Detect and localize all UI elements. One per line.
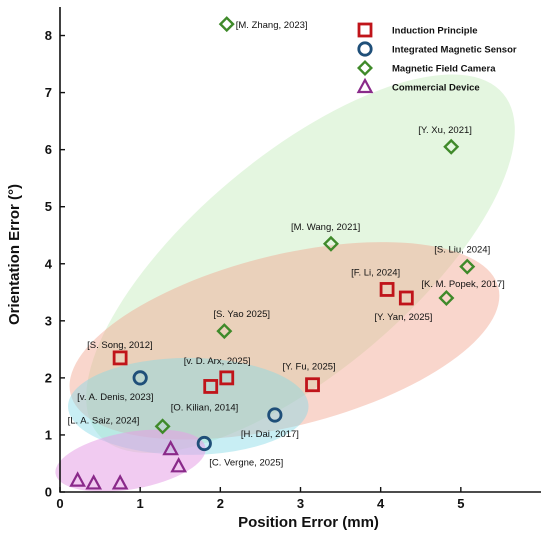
point-square-0-1 bbox=[203, 379, 219, 394]
point-label: [H. Dai, 2017] bbox=[241, 429, 299, 440]
point-diamond-2-1 bbox=[443, 138, 460, 155]
camera-region bbox=[86, 74, 515, 454]
y-tick-label: 4 bbox=[45, 256, 53, 271]
x-tick-label: 1 bbox=[137, 496, 144, 511]
point-square-0-4 bbox=[379, 282, 395, 297]
point-label: [Y. Xu, 2021] bbox=[418, 125, 472, 136]
legend-marker-triangle bbox=[356, 77, 374, 94]
x-axis-title: Position Error (mm) bbox=[238, 514, 379, 531]
point-diamond-2-6 bbox=[154, 418, 171, 435]
point-circle-1-2 bbox=[267, 407, 283, 423]
point-circle-1-0 bbox=[132, 370, 148, 386]
axes-layer: 0 1 2 3 4 5 0 1 2 3 4 5 6 7 8 bbox=[45, 7, 541, 511]
point-label: [L. A. Saiz, 2024] bbox=[68, 415, 140, 426]
point-label: [M. Zhang, 2023] bbox=[236, 20, 308, 31]
point-triangle-3-2 bbox=[111, 474, 129, 490]
point-label: [v. D. Arx, 2025] bbox=[184, 356, 251, 367]
legend-label: Integrated Magnetic Sensor bbox=[392, 45, 517, 56]
point-label: [M. Wang, 2021] bbox=[291, 222, 360, 233]
point-label: [Y. Yan, 2025] bbox=[374, 312, 432, 323]
point-label: [O. Kilian, 2014] bbox=[171, 402, 239, 413]
x-tick-label: 3 bbox=[297, 496, 304, 511]
point-circle-1-1 bbox=[196, 435, 212, 452]
point-label: [S. Liu, 2024] bbox=[434, 245, 490, 256]
point-square-0-2 bbox=[219, 370, 235, 386]
legend-label: Magnetic Field Camera bbox=[392, 64, 496, 75]
point-label: [Y. Fu, 2025] bbox=[283, 362, 336, 373]
point-diamond-2-4 bbox=[438, 290, 455, 306]
integrated-region bbox=[68, 357, 309, 455]
labels-layer: [S. Song, 2012] [O. Kilian, 2014] [v. D. A… bbox=[68, 20, 505, 468]
y-axis-title: Orientation Error (°) bbox=[6, 184, 23, 325]
legend-label: Induction Principle bbox=[392, 26, 478, 37]
point-square-0-3 bbox=[305, 377, 320, 393]
y-tick-label: 6 bbox=[45, 142, 52, 157]
point-square-0-5 bbox=[398, 290, 414, 306]
point-triangle-3-3 bbox=[162, 439, 179, 456]
point-diamond-2-3 bbox=[459, 258, 476, 275]
point-triangle-3-1 bbox=[85, 474, 103, 490]
point-diamond-2-2 bbox=[322, 235, 339, 252]
point-square-0-0 bbox=[112, 350, 128, 366]
point-triangle-3-0 bbox=[69, 471, 86, 487]
legend-marker-circle bbox=[357, 41, 373, 57]
legend-marker-diamond bbox=[357, 60, 373, 76]
point-label: [v. A. Denis, 2023] bbox=[77, 392, 153, 403]
y-tick-label: 5 bbox=[45, 199, 52, 214]
legend-label: Commercial Device bbox=[392, 83, 480, 94]
x-tick-label: 5 bbox=[457, 496, 464, 511]
x-tick-label: 4 bbox=[377, 496, 385, 511]
legend: Induction Principle Integrated Magnetic S… bbox=[356, 22, 517, 94]
x-tick-label: 2 bbox=[217, 496, 224, 511]
point-label: [S. Yao 2025] bbox=[213, 309, 270, 320]
legend-marker-square bbox=[357, 22, 373, 38]
x-tick-label: 0 bbox=[56, 496, 63, 511]
point-label: [K. M. Popek, 2017] bbox=[421, 279, 504, 290]
y-tick-label: 1 bbox=[45, 427, 52, 442]
y-tick-label: 0 bbox=[45, 485, 52, 500]
point-label: [C. Vergne, 2025] bbox=[209, 458, 283, 469]
point-diamond-2-5 bbox=[216, 323, 233, 340]
point-triangle-3-4 bbox=[170, 457, 187, 473]
point-label: [S. Song, 2012] bbox=[87, 340, 153, 351]
y-tick-label: 7 bbox=[45, 85, 52, 100]
y-tick-label: 3 bbox=[45, 313, 52, 328]
marks-layer bbox=[69, 16, 476, 490]
y-tick-label: 8 bbox=[45, 28, 52, 43]
y-tick-label: 2 bbox=[45, 370, 52, 385]
point-diamond-2-0 bbox=[218, 16, 235, 33]
point-label: [F. Li, 2024] bbox=[351, 267, 400, 278]
